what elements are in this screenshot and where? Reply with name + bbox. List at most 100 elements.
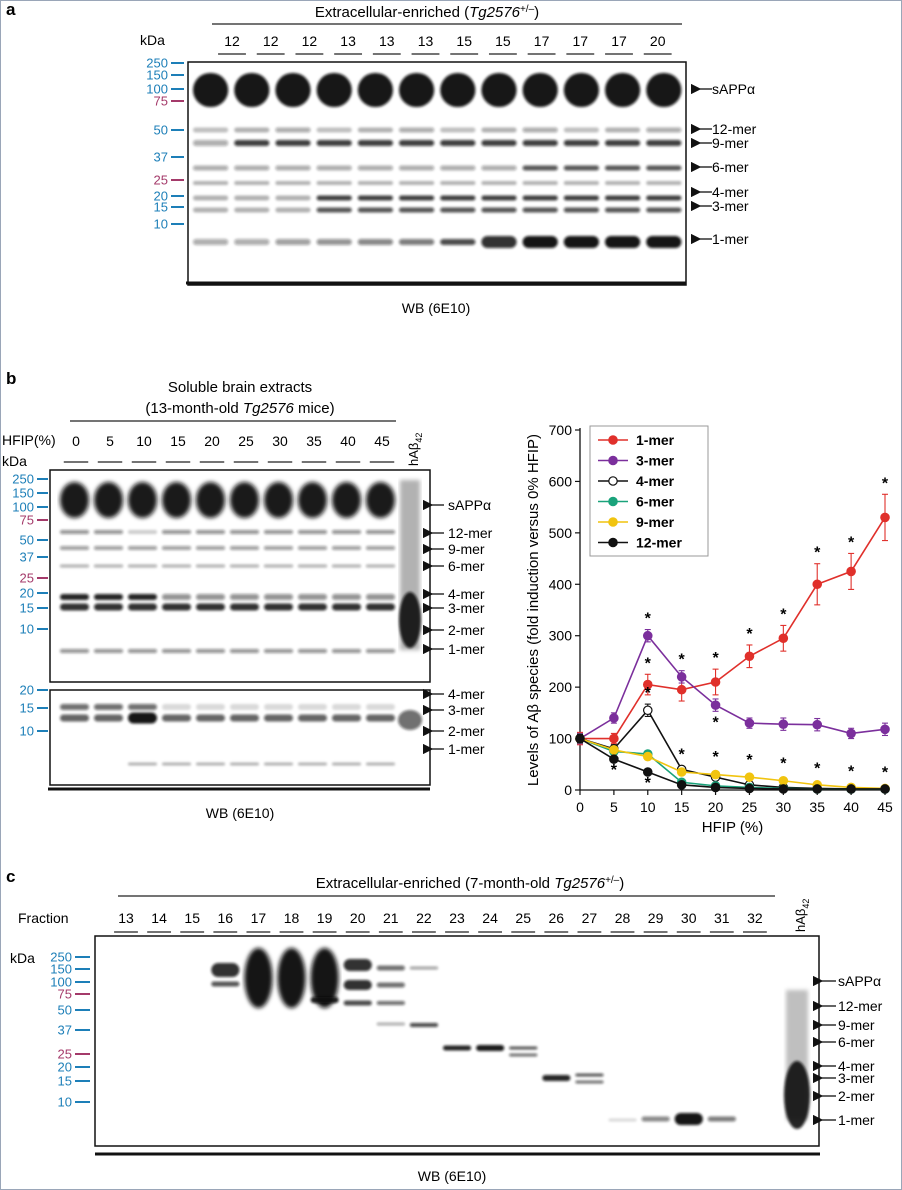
panel-a-band-4mer (563, 195, 599, 201)
panel-b-lane-0: 0 (72, 433, 80, 449)
panel-b-band-9mer (60, 546, 89, 550)
panel-a-band-sappa (646, 73, 682, 107)
chart-point-12-mer (880, 784, 890, 794)
panel-a-band-9mer (193, 140, 229, 146)
panel-c-lane-6: 19 (317, 910, 333, 926)
panel-c-marker-label: 10 (58, 1095, 72, 1110)
panel-b-band-9mer (230, 546, 259, 550)
panel-a-band-12mer (605, 127, 641, 133)
panel-b-marker-label: 150 (12, 486, 34, 501)
panel-a-band-sappa (316, 73, 352, 107)
panel-b-band-sappa (128, 482, 157, 518)
panel-b-lower-band-2mer (128, 712, 157, 724)
panel-b-band-1mer (230, 649, 259, 653)
chart-x-tick-label: 25 (742, 799, 758, 815)
panel-a-band-1mer (522, 236, 558, 248)
chart-legend-label: 3-mer (636, 453, 675, 469)
panel-a-band-label: 9-mer (712, 135, 749, 151)
panel-b-band-3mer (162, 603, 191, 611)
panel-a-band-12mer (399, 127, 435, 133)
chart-significance-star: * (814, 760, 821, 777)
panel-b-lane-labels: 0 5 10 15 20 25 30 35 40 45 (63, 433, 395, 463)
panel-a-band-sappa (605, 73, 641, 107)
chart-point-1-mer (812, 579, 823, 590)
panel-b-lower-band-label: 2-mer (448, 723, 485, 739)
panel-c-blot-frame (94, 935, 820, 1147)
panel-a-band-1mer (440, 239, 476, 245)
panel-a-band-12mer (563, 127, 599, 133)
chart-significance-star: * (712, 749, 719, 766)
panel-b-band-sappa (366, 482, 395, 518)
panel-b-lower-marker-label: 10 (20, 724, 34, 739)
panel-c-band-12mer (376, 1001, 405, 1005)
panel-b-band-6mer (366, 564, 395, 568)
chart-significance-star: * (848, 534, 855, 551)
panel-a-marker-label: 25 (154, 173, 168, 188)
chart-point-1-mer (778, 633, 789, 644)
chart-legend-marker (608, 476, 618, 486)
panel-c: c Extracellular-enriched (7-month-old Tg… (6, 867, 883, 1184)
panel-a-lane-7: 15 (495, 33, 511, 49)
panel-c-band-sappa (277, 948, 306, 1008)
panel-b-band-6mer (264, 564, 293, 568)
panel-b-band-3mer (264, 603, 293, 611)
panel-a-band-9mer (481, 140, 517, 146)
panel-b-marker-label: 25 (20, 571, 34, 586)
panel-c-lane-14: 27 (582, 910, 598, 926)
panel-a-band-3mer (399, 207, 435, 213)
panel-a-band-smear (646, 181, 682, 185)
panel-a-lane-labels: 12 12 12 13 13 13 15 15 17 17 17 20 (218, 33, 672, 55)
panel-b-marker-label: 75 (20, 513, 34, 528)
panel-b-lower-band-1mer (230, 762, 259, 766)
chart-point-12-mer (778, 784, 789, 794)
panel-b-band-4mer (94, 594, 123, 600)
panel-c-band-sappa (376, 965, 405, 971)
panel-a-band-4mer (605, 195, 641, 201)
panel-a-band-9mer (522, 140, 558, 146)
chart-point-3-mer (609, 713, 619, 723)
panel-a-band-3mer (193, 207, 229, 213)
chart-significance-star: * (746, 752, 753, 769)
panel-c-band-6mer (509, 1046, 538, 1050)
panel-a-lane-10: 17 (611, 33, 627, 49)
panel-b-control-lower-blob (398, 710, 422, 730)
hfip-line-chart: 0 100 200 300 400 500 600 700 0 5 10 15 20 25 30 35 40 45… (525, 422, 893, 836)
panel-b-lower-band-1mer (298, 762, 327, 766)
panel-b-lower-band-2mer (162, 714, 191, 722)
panel-c-band-1mer (641, 1116, 670, 1122)
panel-a-marker-label: 100 (146, 82, 168, 97)
panel-a-band-9mer (440, 140, 476, 146)
panel-b-lower-band-2mer (264, 714, 293, 722)
panel-c-marker-label: 75 (58, 987, 72, 1002)
panel-b-band-sappa (264, 482, 293, 518)
chart-significance-star: * (645, 775, 652, 792)
chart-point-3-mer (642, 630, 653, 641)
panel-a-lane-0: 12 (224, 33, 240, 49)
chart-legend-label: 4-mer (636, 473, 675, 489)
panel-a-band-1mer (481, 236, 517, 248)
panel-b-footer: WB (6E10) (206, 805, 274, 821)
panel-b-lower-band-3mer (94, 704, 123, 710)
chart-legend-label: 1-mer (636, 432, 675, 448)
panel-a-band-1mer (399, 239, 435, 245)
panel-b-band-12mer (128, 530, 157, 534)
panel-a-band-9mer (605, 140, 641, 146)
panel-b-lower-band-3mer (60, 704, 89, 710)
panel-a-band-12mer (316, 127, 352, 133)
panel-a-band-6mer (481, 165, 517, 171)
chart-significance-star: * (679, 652, 686, 669)
panel-c-lane-labels: 13 14 15 16 17 18 19 20 21 22 23 24 25 26 27 28 29 30 31 32 (114, 910, 767, 933)
panel-a-band-9mer (275, 140, 311, 146)
panel-b-lane-9: 45 (374, 433, 390, 449)
panel-b-lane-1: 5 (106, 433, 114, 449)
panel-b-band-3mer (230, 603, 259, 611)
chart-point-9-mer (778, 775, 789, 786)
panel-b: b Soluble brain extracts (13-month-old T… (2, 369, 493, 821)
chart-point-3-mer (812, 719, 823, 730)
panel-a-band-6mer (193, 165, 229, 171)
panel-b-lower-band-1mer (128, 762, 157, 766)
panel-a-band-sappa (193, 73, 229, 107)
panel-c-lane-0: 13 (118, 910, 134, 926)
